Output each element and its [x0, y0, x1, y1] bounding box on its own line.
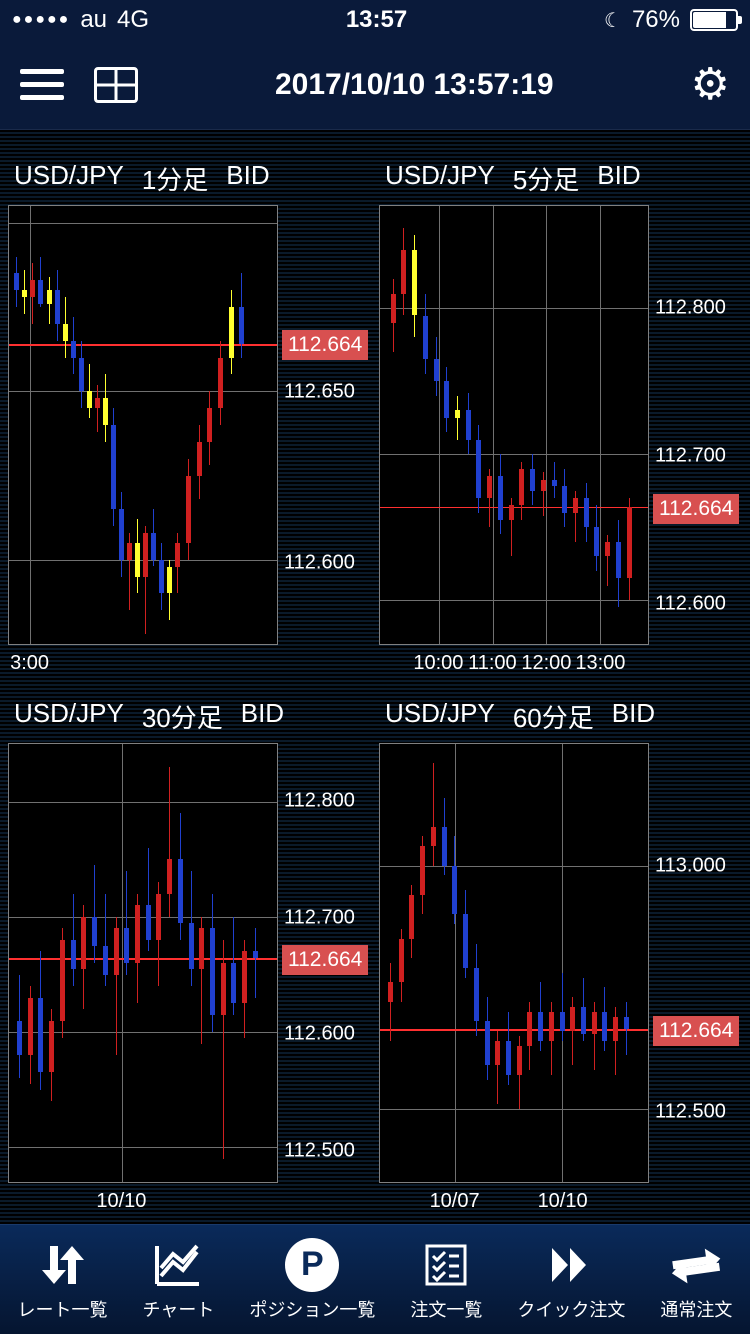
chart-yaxis: 112.600 112.700 112.800 112.664 — [649, 205, 742, 648]
chart-panel-3[interactable]: USD/JPY60分足BID 112.500 113.000 112.664 10/07… — [379, 698, 742, 1214]
tab-label: ポジション一覧 — [249, 1296, 375, 1322]
tab-0[interactable]: レート一覧 — [18, 1238, 108, 1322]
ytick: 113.000 — [655, 855, 726, 878]
chart-xaxis: 3:00 — [8, 648, 278, 676]
status-bar: ●●●●● au 4G 13:57 ☾ 76% — [0, 0, 750, 40]
bottom-tabbar: レート一覧 チャート P ポジション一覧 注文一覧 クイック注文 通常注文 — [0, 1224, 750, 1334]
tab-5[interactable]: 通常注文 — [660, 1238, 732, 1322]
price-tag: 112.664 — [282, 945, 368, 975]
chart-plot[interactable] — [379, 743, 649, 1183]
chart-xaxis: 10/10 — [8, 1186, 278, 1214]
tab-icon-chart — [153, 1238, 203, 1292]
chart-plot[interactable] — [8, 205, 278, 645]
chart-yaxis: 112.500 112.600 112.700 112.800 112.664 — [278, 743, 371, 1186]
network-type: 4G — [117, 6, 149, 34]
signal-dots: ●●●●● — [12, 11, 70, 29]
tab-3[interactable]: 注文一覧 — [410, 1238, 482, 1322]
chart-title: USD/JPY5分足BID — [379, 160, 742, 205]
chart-title: USD/JPY1分足BID — [8, 160, 371, 205]
tab-label: レート一覧 — [18, 1296, 108, 1322]
chart-yaxis: 112.600 112.650 112.664 — [278, 205, 371, 648]
layout-grid-icon[interactable] — [94, 67, 138, 103]
ytick: 112.500 — [284, 1140, 355, 1163]
menu-icon[interactable] — [20, 69, 64, 100]
chart-xaxis: 10:0011:0012:0013:00 — [379, 648, 649, 676]
tab-label: 注文一覧 — [410, 1296, 482, 1322]
chart-xaxis: 10/0710/10 — [379, 1186, 649, 1214]
server-timestamp: 2017/10/10 13:57:19 — [275, 68, 554, 102]
battery-icon — [690, 9, 738, 31]
chart-panel-1[interactable]: USD/JPY5分足BID 112.600 112.700 112.800 112.66… — [379, 160, 742, 676]
chart-panel-0[interactable]: USD/JPY1分足BID 112.600 112.650 112.664 3:00 — [8, 160, 371, 676]
ytick: 112.800 — [655, 297, 726, 320]
tab-icon-swap — [669, 1238, 723, 1292]
ytick: 112.600 — [284, 1023, 355, 1046]
ytick: 112.700 — [655, 445, 726, 468]
ytick: 112.700 — [284, 906, 355, 929]
moon-icon: ☾ — [604, 8, 622, 33]
price-tag: 112.664 — [282, 330, 368, 360]
chart-plot[interactable] — [8, 743, 278, 1183]
chart-panel-2[interactable]: USD/JPY30分足BID 112.500 112.600 112.700 112.8… — [8, 698, 371, 1214]
tab-icon-fast — [546, 1238, 596, 1292]
ytick: 112.500 — [655, 1101, 726, 1124]
chart-title: USD/JPY30分足BID — [8, 698, 371, 743]
ytick: 112.800 — [284, 790, 355, 813]
settings-icon[interactable]: ⚙ — [691, 59, 730, 110]
price-tag: 112.664 — [653, 1016, 739, 1046]
tab-label: チャート — [143, 1296, 215, 1322]
chart-title: USD/JPY60分足BID — [379, 698, 742, 743]
tab-1[interactable]: チャート — [143, 1238, 215, 1322]
ytick: 112.600 — [655, 592, 726, 615]
charts-grid: USD/JPY1分足BID112.600112.650112.6643:00US… — [0, 130, 750, 1224]
tab-icon-arrows — [38, 1238, 88, 1292]
carrier: au — [80, 6, 107, 34]
tab-icon-P: P — [285, 1238, 339, 1292]
ytick: 112.650 — [284, 381, 355, 404]
tab-4[interactable]: クイック注文 — [517, 1238, 625, 1322]
tab-icon-list — [421, 1238, 471, 1292]
tab-2[interactable]: P ポジション一覧 — [249, 1238, 375, 1322]
app-header: 2017/10/10 13:57:19 ⚙ — [0, 40, 750, 130]
chart-plot[interactable] — [379, 205, 649, 645]
chart-yaxis: 112.500 113.000 112.664 — [649, 743, 742, 1186]
battery-percent: 76% — [632, 6, 680, 34]
ytick: 112.600 — [284, 551, 355, 574]
tab-label: クイック注文 — [517, 1296, 625, 1322]
tab-label: 通常注文 — [660, 1296, 732, 1322]
price-tag: 112.664 — [653, 494, 739, 524]
status-time: 13:57 — [346, 6, 407, 34]
